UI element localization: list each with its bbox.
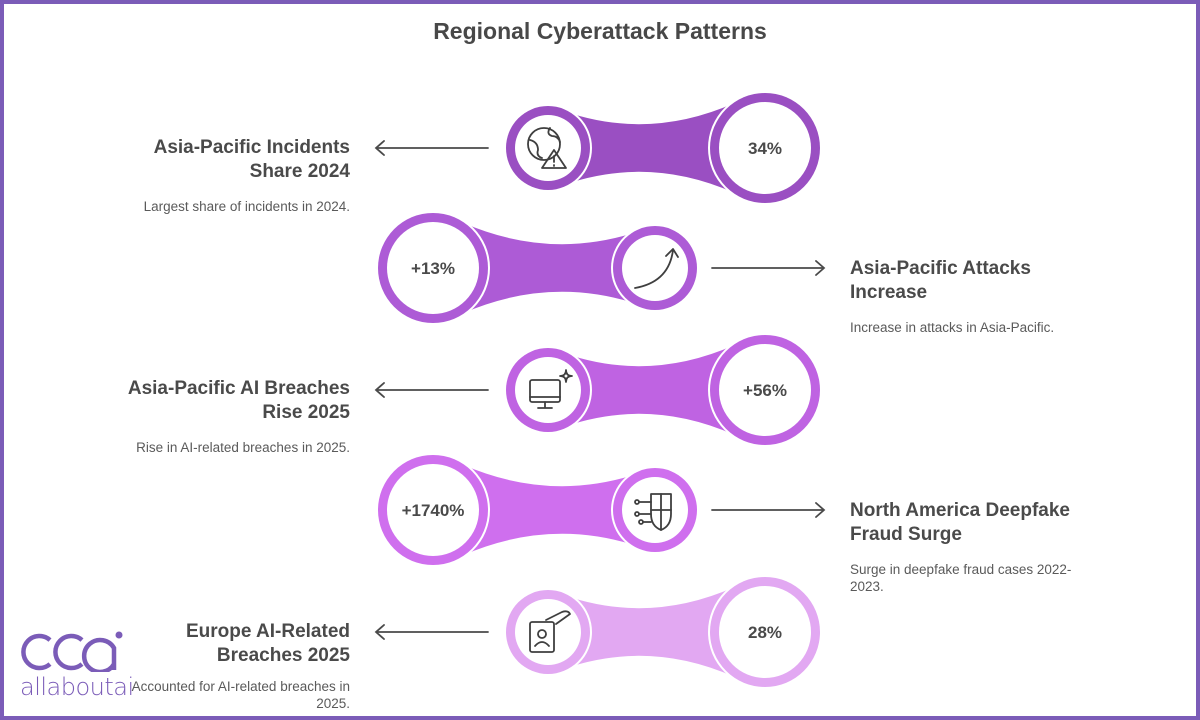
arrow-icon xyxy=(711,260,826,276)
item-heading: Asia-Pacific Incidents Share 2024 xyxy=(153,137,350,182)
item-heading: Asia-Pacific AI Breaches Rise 2025 xyxy=(127,378,350,423)
value-text: 34% xyxy=(748,139,782,158)
arrow-icon xyxy=(374,140,489,156)
circle-inner xyxy=(719,344,811,436)
item-description: Increase in attacks in Asia-Pacific. xyxy=(850,320,1055,335)
arrow-icon xyxy=(374,382,489,398)
label-item-5: Europe AI-Related Breaches 2025 Accounte… xyxy=(110,620,350,712)
value-text: +13% xyxy=(411,259,455,278)
circle-inner xyxy=(387,464,479,556)
item-description: Accounted for AI-related breaches in 202… xyxy=(131,679,350,711)
label-item-3: Asia-Pacific AI Breaches Rise 2025 Rise … xyxy=(110,377,350,456)
connector-bridge xyxy=(463,464,632,556)
diagram-row-3: +56% xyxy=(374,333,822,447)
diagram-row-4: +1740% xyxy=(376,453,826,567)
circle-inner xyxy=(515,357,581,423)
label-item-1: Asia-Pacific Incidents Share 2024 Larges… xyxy=(110,136,350,215)
circle-inner xyxy=(719,586,811,678)
value-text: 28% xyxy=(748,623,782,642)
id-card-hand-icon xyxy=(529,610,571,653)
arrow-icon xyxy=(711,502,826,518)
circle-inner xyxy=(387,222,479,314)
circle-inner xyxy=(515,599,581,665)
connector-bridge xyxy=(463,222,632,314)
item-description: Surge in deepfake fraud cases 2022-2023. xyxy=(850,562,1072,594)
trend-up-arrow-icon xyxy=(634,248,679,289)
arrow-icon xyxy=(374,624,489,640)
globe-warning-icon xyxy=(527,127,567,169)
monitor-sparkle-icon xyxy=(529,369,573,409)
connector-bridge xyxy=(571,344,735,436)
diagram-row-1: 34% xyxy=(374,91,822,205)
connector-bridge xyxy=(571,102,735,194)
logo-text: allaboutai xyxy=(20,673,134,701)
diagram-title: Regional Cyberattack Patterns xyxy=(433,18,767,44)
circle-inner xyxy=(719,102,811,194)
circle-inner xyxy=(515,115,581,181)
circle-inner xyxy=(622,235,688,301)
arrow-left-line xyxy=(374,624,489,640)
diagram-row-5: 28% xyxy=(374,575,822,689)
logo-mark-icon xyxy=(21,631,123,675)
label-item-4: North America Deepfake Fraud Surge Surge… xyxy=(850,499,1090,595)
item-heading: Europe AI-Related Breaches 2025 xyxy=(186,621,350,666)
value-text: +56% xyxy=(743,381,787,400)
item-description: Largest share of incidents in 2024. xyxy=(143,199,350,214)
arrow-right-line xyxy=(711,260,826,276)
arrow-right-line xyxy=(711,502,826,518)
label-item-2: Asia-Pacific Attacks Increase Increase i… xyxy=(850,257,1090,336)
item-heading: Asia-Pacific Attacks Increase xyxy=(850,258,1031,303)
item-heading: North America Deepfake Fraud Surge xyxy=(850,500,1070,545)
diagram-row-2: +13% xyxy=(376,211,826,325)
value-text: +1740% xyxy=(402,501,465,520)
allaboutai-logo: allaboutai xyxy=(20,628,134,701)
arrow-left-line xyxy=(374,140,489,156)
arrow-left-line xyxy=(374,382,489,398)
connector-bridge xyxy=(571,586,735,678)
item-description: Rise in AI-related breaches in 2025. xyxy=(136,440,350,455)
circuit-shield-icon xyxy=(634,493,672,531)
